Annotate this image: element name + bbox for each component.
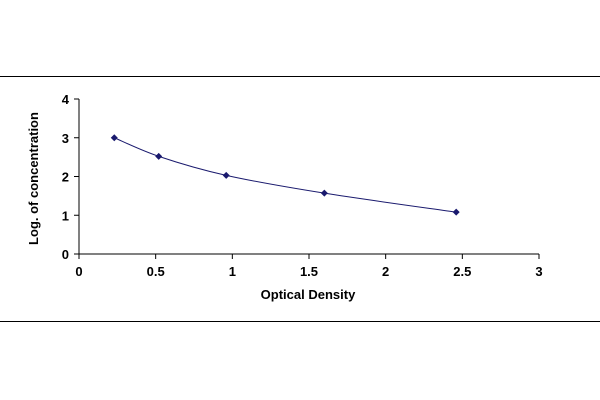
x-tick-label: 0.5 <box>147 264 165 279</box>
x-axis-title: Optical Density <box>261 287 356 302</box>
x-tick-label: 1 <box>229 264 236 279</box>
data-point <box>452 208 460 216</box>
axes <box>78 99 539 255</box>
x-tick-label: 3 <box>535 264 542 279</box>
data-point <box>222 171 230 179</box>
data-point <box>320 189 328 197</box>
x-tick-label: 1.5 <box>300 264 318 279</box>
y-tick-label: 4 <box>62 92 70 107</box>
data-point <box>110 134 118 142</box>
x-tick-label: 2 <box>382 264 389 279</box>
y-axis-title: Log. of concentration <box>26 112 41 245</box>
x-tick-label: 0 <box>75 264 82 279</box>
y-tick-label: 2 <box>62 170 69 185</box>
chart-frame <box>0 76 600 322</box>
data-points <box>110 134 460 216</box>
x-tick-label: 2.5 <box>453 264 471 279</box>
x-ticks: 0 0.5 1 1.5 2 2.5 3 <box>75 254 543 279</box>
y-tick-label: 0 <box>62 247 69 262</box>
fitted-curve <box>114 137 457 213</box>
y-tick-label: 3 <box>62 131 69 146</box>
y-ticks: 0 1 2 3 4 <box>62 92 79 262</box>
data-point <box>155 152 163 160</box>
y-tick-label: 1 <box>62 208 69 223</box>
